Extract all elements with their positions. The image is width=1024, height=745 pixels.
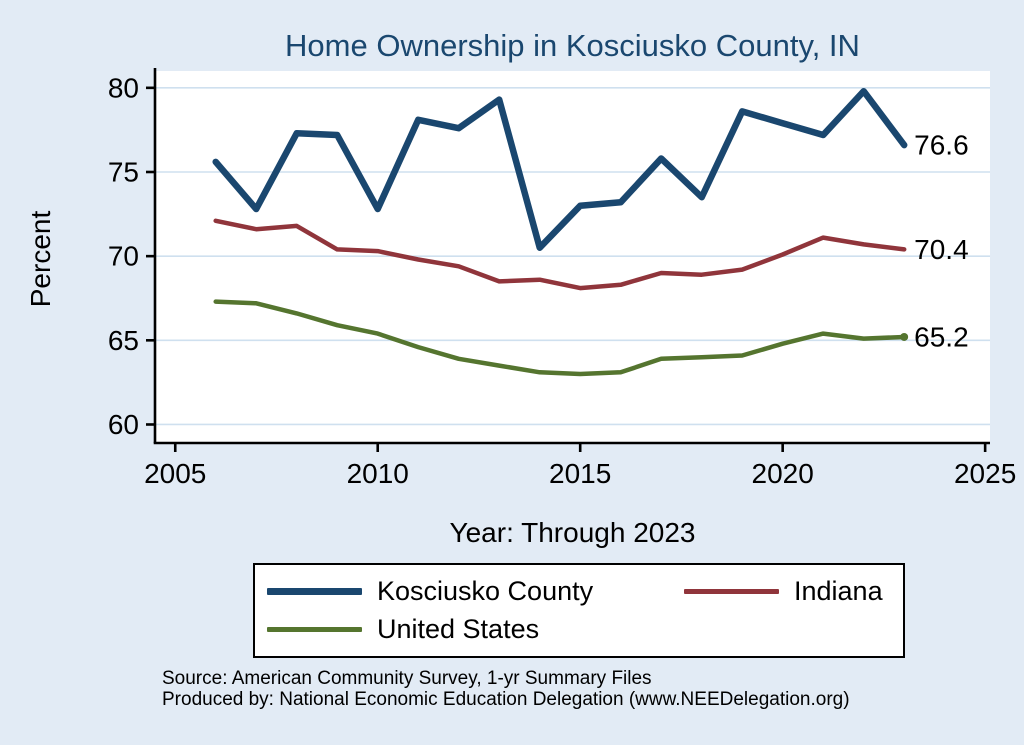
line-chart: 60 65 70 75 80 2005 2010 2015 2020 2025 76.6 70.4 65… xyxy=(108,68,1016,489)
series-line-united-states xyxy=(213,299,907,377)
x-tick-label: 2020 xyxy=(752,458,814,489)
end-value-label-united-states: 65.2 xyxy=(914,321,969,352)
legend-label-united-states: United States xyxy=(377,614,540,644)
legend-item-kosciusko-county: Kosciusko County xyxy=(267,576,684,607)
legend-label-kosciusko-county: Kosciusko County xyxy=(377,576,594,606)
y-tick-label: 70 xyxy=(108,241,139,272)
end-value-label-kosciusko-county: 76.6 xyxy=(914,130,969,161)
produced-by-note: Produced by: National Economic Education… xyxy=(162,689,850,710)
chart-title: Home Ownership in Kosciusko County, IN xyxy=(285,28,860,63)
indiana-line-swatch xyxy=(684,589,779,594)
legend-item-united-states: United States xyxy=(267,614,684,645)
y-tick-label: 65 xyxy=(108,325,139,356)
united-states-line-swatch xyxy=(267,627,362,632)
x-tick-label: 2010 xyxy=(347,458,409,489)
x-tick-label: 2005 xyxy=(144,458,206,489)
kosciusko-county-line-swatch xyxy=(267,588,362,595)
series-end-marker-united-states xyxy=(900,332,909,341)
legend: Kosciusko County Indiana United States xyxy=(253,563,905,658)
y-tick-label: 60 xyxy=(108,409,139,440)
y-tick-label: 80 xyxy=(108,72,139,103)
x-axis-label: Year: Through 2023 xyxy=(449,517,696,548)
legend-item-indiana: Indiana xyxy=(684,576,895,607)
legend-label-indiana: Indiana xyxy=(794,576,883,606)
y-tick-label: 75 xyxy=(108,156,139,187)
series-line-kosciusko-county xyxy=(212,87,908,251)
x-tick-label: 2015 xyxy=(549,458,611,489)
end-value-label-indiana: 70.4 xyxy=(914,234,969,265)
x-tick-label: 2025 xyxy=(954,458,1016,489)
series-line-indiana xyxy=(213,218,907,291)
source-notes: Source: American Community Survey, 1-yr … xyxy=(162,668,850,710)
plot-area xyxy=(155,71,990,443)
source-note: Source: American Community Survey, 1-yr … xyxy=(162,668,652,689)
